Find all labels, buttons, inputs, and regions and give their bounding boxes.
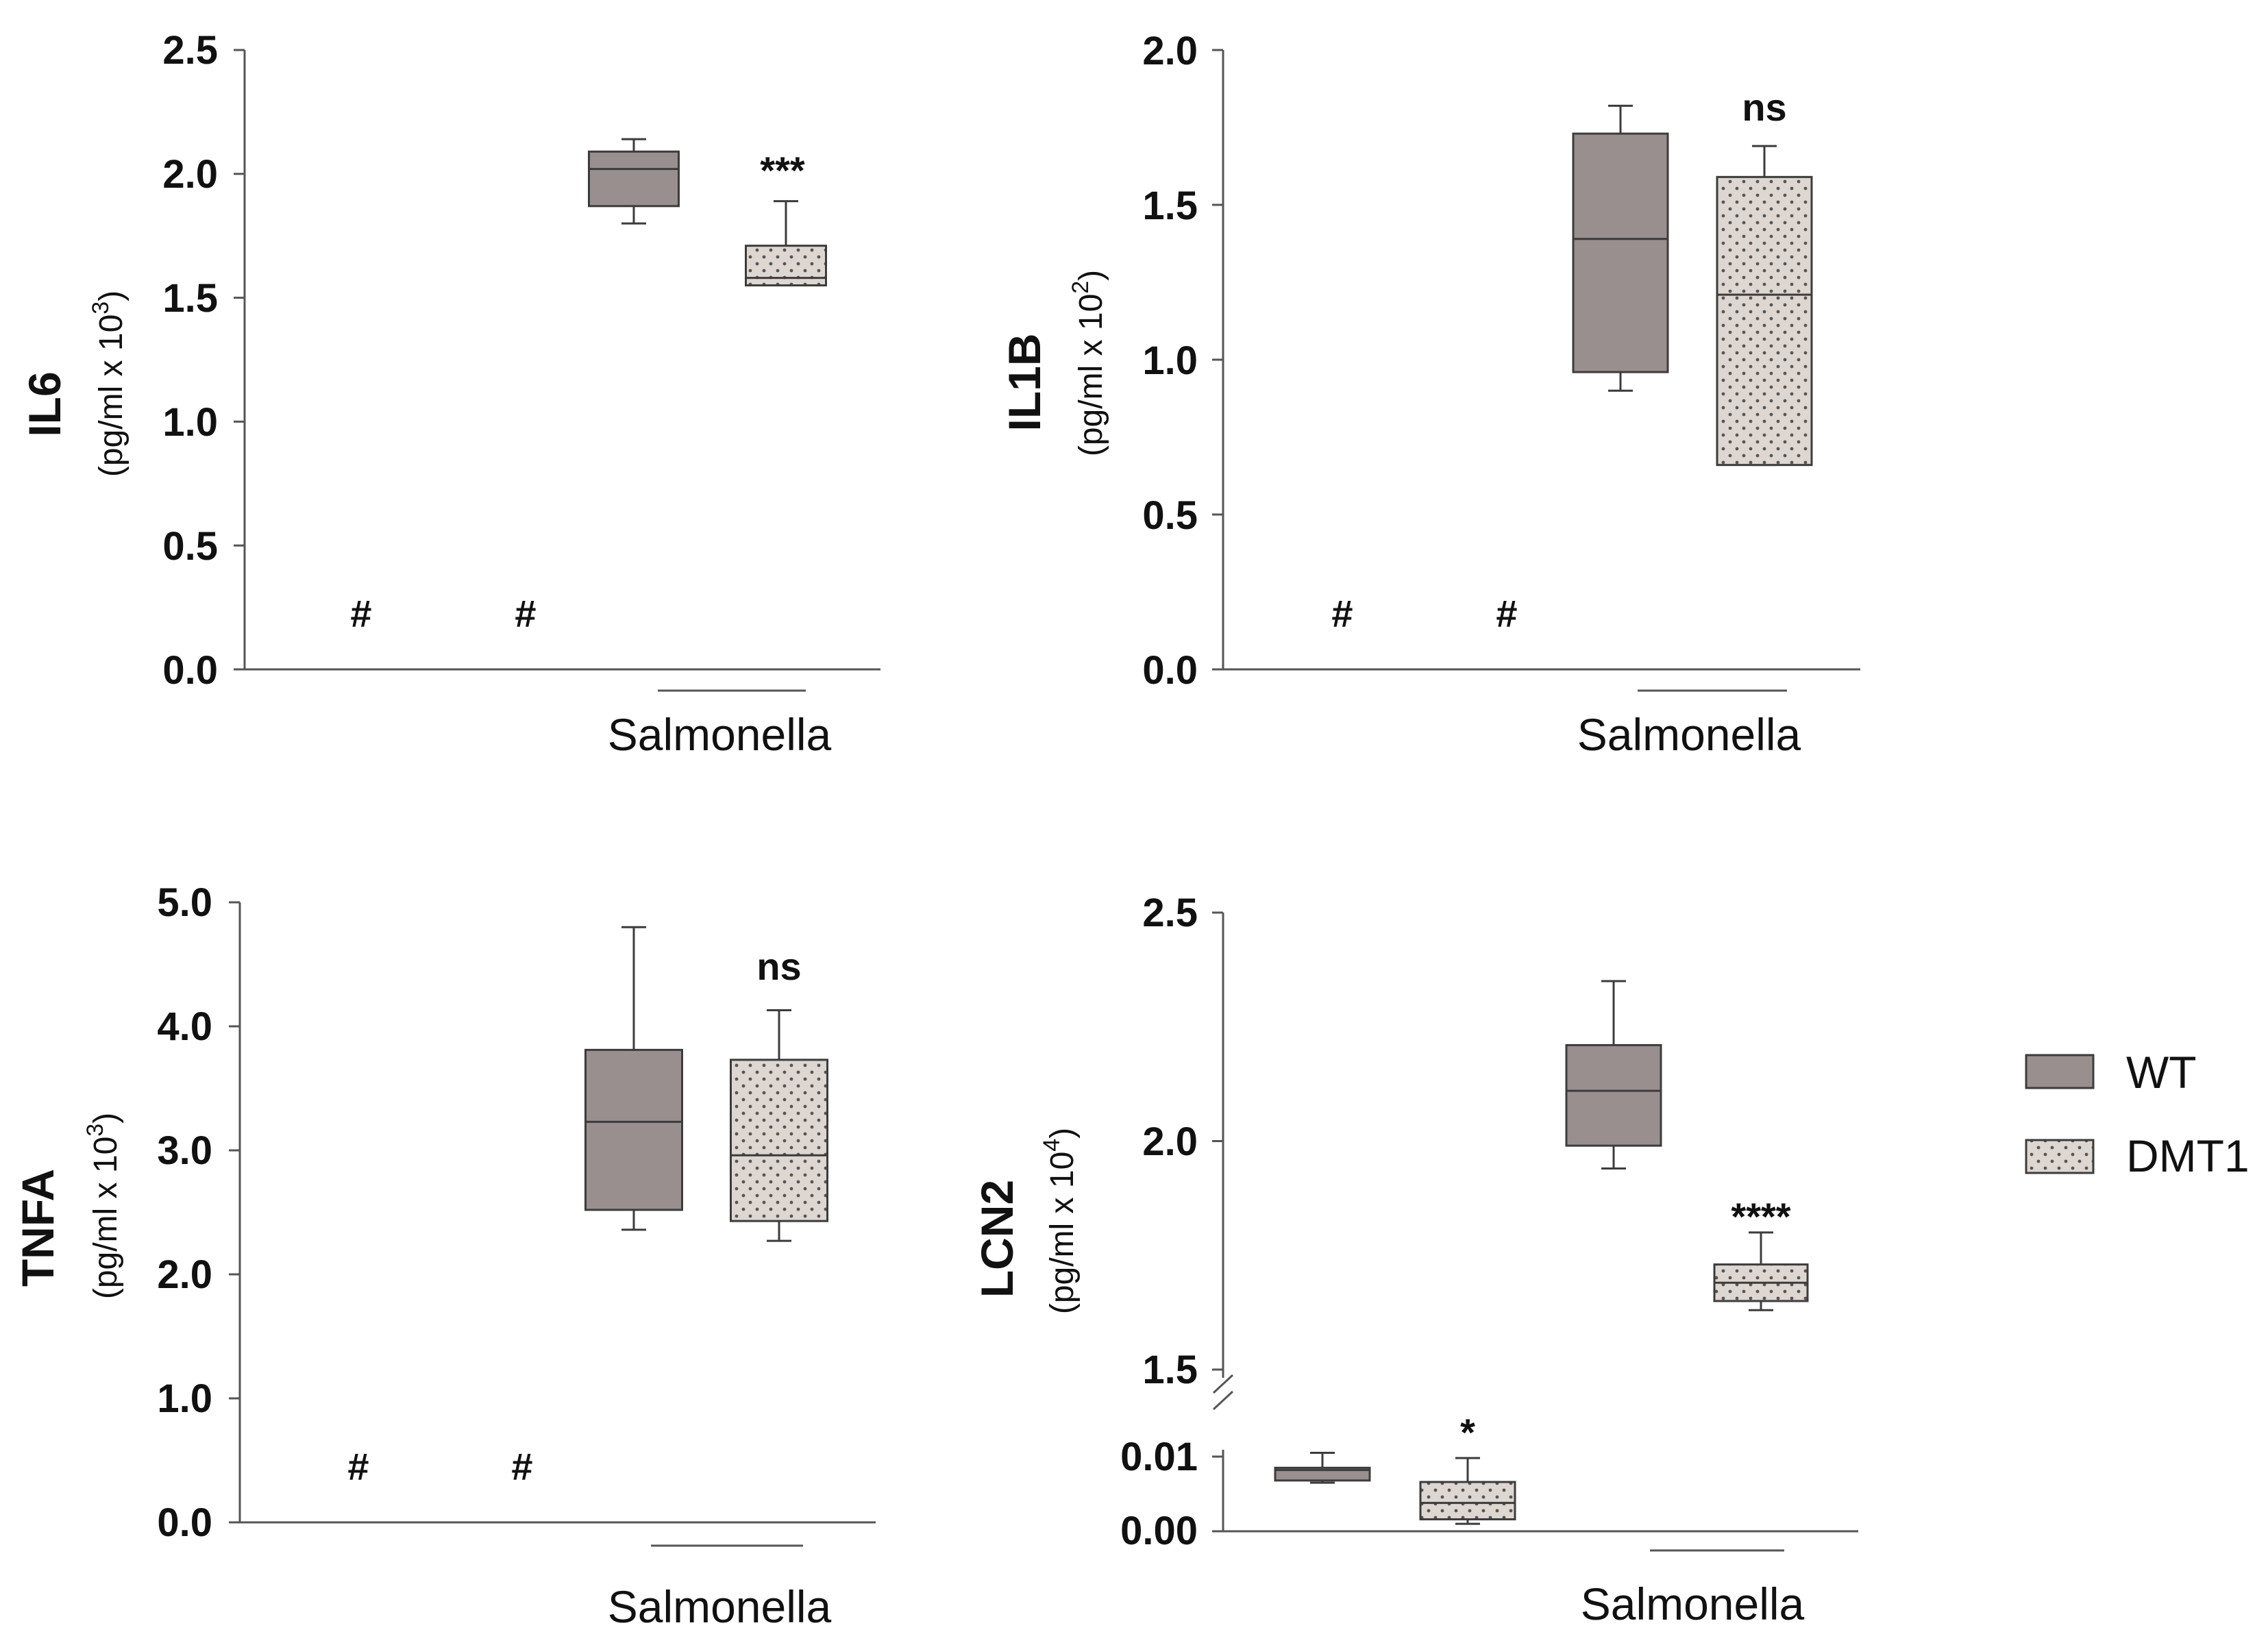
il1b-annotation-wt-control: # [1331, 592, 1353, 635]
il1b-ytick-label: 0.0 [1142, 648, 1198, 693]
il6-annotation-wt-control: # [350, 592, 371, 635]
lcn2-box [1565, 1043, 1662, 1147]
lcn2-box-dmt1-salmonella [1713, 1231, 1809, 1311]
il6-ylabel-unit: (pg/ml x 103) [88, 290, 130, 477]
il1b-ylabel-unit: (pg/ml x 102) [1068, 270, 1109, 456]
il1b-ytick-label: 0.5 [1142, 493, 1198, 538]
tnfa-annotation-dmt1-control: # [511, 1445, 532, 1488]
il6-ytick-label: 1.0 [162, 400, 218, 445]
il1b-ytick-labels: 0.0 0.5 1.0 1.5 2.0 [1142, 29, 1198, 693]
il6-panel: IL6 (pg/ml x 103) 0.0 0.5 1.0 1.5 2.0 2.… [19, 28, 832, 760]
lcn2-axis-break-mark [1212, 1390, 1234, 1411]
legend-swatch-wt [2025, 1054, 2095, 1089]
il6-ylabel: IL6 [19, 371, 70, 436]
il1b-ytick-marks [1212, 49, 1223, 671]
lcn2-axis-break-mark [1212, 1374, 1234, 1394]
lcn2-box-dmt1-control [1419, 1457, 1516, 1525]
tnfa-ytick-label: 0.0 [157, 1500, 212, 1545]
tnfa-box [730, 1059, 828, 1222]
legend-swatch-dmt1 [2025, 1139, 2095, 1174]
lcn2-ytick-label: 1.5 [1142, 1348, 1198, 1392]
il1b-ytick-label: 2.0 [1142, 29, 1198, 73]
tnfa-panel: TNFA (pg/ml x 103) 0.0 1.0 2.0 3.0 4.0 5… [12, 880, 832, 1632]
lcn2-ytick-label: 0.01 [1120, 1435, 1198, 1479]
tnfa-ylabel: TNFA [12, 1169, 63, 1287]
lcn2-box-wt-control [1274, 1452, 1371, 1484]
il6-ytick-label: 0.0 [162, 648, 218, 693]
lcn2-box-wt-salmonella [1565, 980, 1662, 1170]
il6-ytick-label: 2.0 [162, 152, 218, 197]
il6-xlabel: Salmonella [608, 709, 832, 760]
tnfa-ylabel-unit: (pg/ml x 103) [82, 1113, 124, 1299]
tnfa-ytick-label: 5.0 [157, 880, 212, 925]
il1b-box-wt-salmonella [1572, 104, 1669, 392]
lcn2-annotation-dmt1-salmonella: **** [1731, 1195, 1790, 1238]
lcn2-ytick-label: 2.0 [1142, 1120, 1198, 1164]
il1b-box-dmt1-salmonella [1716, 145, 1813, 467]
lcn2-ytick-label: 2.5 [1142, 891, 1198, 935]
il6-box-wt-salmonella [588, 138, 680, 225]
tnfa-ytick-label: 1.0 [157, 1376, 212, 1421]
legend-label-wt: WT [2126, 1047, 2197, 1098]
il6-ytick-label: 2.5 [162, 28, 218, 73]
il6-axes [243, 50, 880, 671]
il6-annotation-dmt1-control: # [515, 592, 536, 635]
il1b-annotation-dmt1-salmonella: ns [1742, 86, 1786, 129]
lcn2-panel: LCN2 (pg/ml x 104) 0.00 0.01 1.5 2.0 2.5… [972, 891, 1805, 1629]
il6-box [588, 150, 680, 208]
lcn2-ytick-labels: 0.00 0.01 1.5 2.0 2.5 [1120, 891, 1198, 1553]
il6-ytick-label: 1.5 [162, 276, 218, 321]
il1b-ytick-label: 1.5 [1142, 184, 1198, 228]
tnfa-ytick-label: 2.0 [157, 1252, 212, 1297]
tnfa-annotation-wt-control: # [347, 1445, 369, 1488]
lcn2-annotation-dmt1-control: * [1460, 1411, 1475, 1454]
legend: WT DMT1 [2025, 1047, 2249, 1181]
tnfa-box-dmt1-salmonella [730, 1009, 828, 1242]
tnfa-xlabel: Salmonella [608, 1581, 832, 1632]
tnfa-axes [238, 902, 876, 1524]
lcn2-ylabel-unit: (pg/ml x 104) [1039, 1128, 1081, 1314]
tnfa-ytick-label: 4.0 [157, 1004, 212, 1049]
il1b-panel: IL1B (pg/ml x 102) 0.0 0.5 1.0 1.5 2.0 #… [999, 29, 1801, 760]
il6-ytick-labels: 0.0 0.5 1.0 1.5 2.0 2.5 [162, 28, 218, 693]
lcn2-ytick-label: 0.00 [1120, 1509, 1198, 1553]
il6-ytick-label: 0.5 [162, 524, 218, 569]
il1b-xlabel: Salmonella [1577, 709, 1801, 760]
il1b-box [1572, 132, 1669, 373]
il1b-box [1716, 175, 1813, 467]
tnfa-box [584, 1048, 683, 1211]
il1b-annotation-dmt1-control: # [1496, 592, 1517, 635]
il1b-ylabel: IL1B [999, 333, 1050, 431]
lcn2-axes [1212, 911, 1858, 1533]
lcn2-ylabel: LCN2 [972, 1180, 1022, 1298]
lcn2-box [1419, 1481, 1516, 1521]
il6-ytick-marks [234, 49, 245, 671]
il6-box-dmt1-salmonella [745, 200, 827, 287]
il1b-ytick-label: 1.0 [1142, 338, 1198, 383]
legend-label-dmt1: DMT1 [2126, 1130, 2249, 1181]
il6-box [745, 245, 827, 287]
tnfa-ytick-marks [229, 901, 240, 1524]
lcn2-xlabel: Salmonella [1581, 1579, 1805, 1629]
tnfa-ytick-labels: 0.0 1.0 2.0 3.0 4.0 5.0 [157, 880, 212, 1545]
il6-annotation-dmt1-salmonella: *** [760, 149, 805, 192]
tnfa-annotation-dmt1-salmonella: ns [756, 945, 801, 988]
tnfa-ytick-label: 3.0 [157, 1128, 212, 1173]
tnfa-box-wt-salmonella [584, 926, 683, 1231]
